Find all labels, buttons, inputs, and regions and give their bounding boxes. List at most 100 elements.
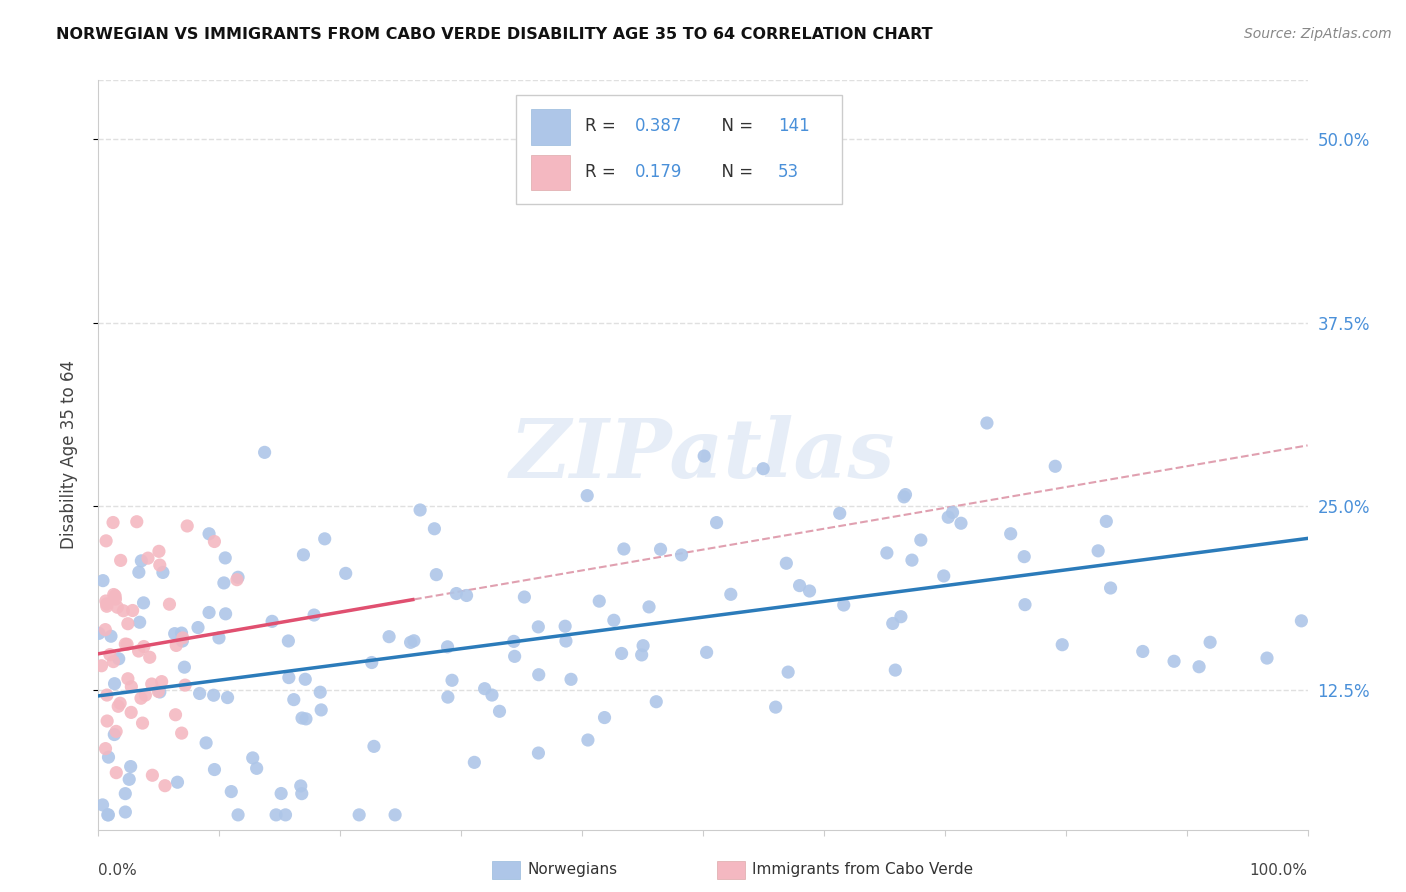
Point [1132,644,1154,658]
Point [166,775,188,789]
FancyBboxPatch shape [516,95,842,204]
Point [202,688,225,702]
Point [290,779,312,793]
Point [90,658,112,673]
Point [136,551,159,566]
Point [114,787,136,801]
Point [302,608,325,623]
Point [149,685,172,699]
Text: NORWEGIAN VS IMMIGRANTS FROM CABO VERDE DISABILITY AGE 35 TO 64 CORRELATION CHAR: NORWEGIAN VS IMMIGRANTS FROM CABO VERDE … [56,27,932,42]
Point [693,449,716,463]
Point [91,797,114,812]
Text: 0.179: 0.179 [636,163,683,181]
Point [488,704,510,718]
Point [409,503,432,517]
Point [610,647,633,661]
Point [120,706,142,720]
Point [314,532,336,546]
Point [283,692,305,706]
Text: R =: R = [585,118,620,136]
Point [631,639,654,653]
Point [706,516,728,530]
Point [105,600,128,615]
Text: 100.0%: 100.0% [1250,863,1308,879]
Point [118,772,141,787]
Text: 53: 53 [778,163,799,181]
Point [1199,635,1222,649]
Point [378,630,401,644]
Point [120,759,142,773]
Point [274,808,297,822]
Text: N =: N = [711,163,759,181]
Point [832,598,855,612]
Point [87,626,110,640]
Text: 0.387: 0.387 [636,118,683,136]
Point [828,506,851,520]
Point [125,515,148,529]
Point [1095,515,1118,529]
Point [1050,638,1073,652]
Point [103,588,125,602]
Point [128,566,150,580]
Point [645,695,668,709]
Point [752,461,775,475]
Point [894,487,917,501]
Point [141,677,163,691]
Point [593,710,616,724]
Point [446,586,468,600]
Point [121,603,143,617]
Point [100,629,122,643]
Point [212,576,235,591]
Point [720,587,742,601]
Point [1163,654,1185,668]
Point [163,626,186,640]
Point [115,637,138,651]
Point [910,533,932,547]
Point [108,696,131,710]
Point [198,606,221,620]
Point [949,516,972,531]
Point [399,635,422,649]
Point [112,604,135,618]
Point [131,554,153,568]
Point [1099,581,1122,595]
Point [671,548,693,562]
Point [165,707,187,722]
Point [103,727,125,741]
Point [165,639,187,653]
Point [253,445,276,459]
Point [104,589,127,603]
Point [463,756,485,770]
Point [941,505,963,519]
Point [882,616,904,631]
Point [932,569,955,583]
Point [170,726,193,740]
Point [890,609,912,624]
Point [402,633,425,648]
Point [936,510,959,524]
Point [105,765,128,780]
Point [96,688,118,702]
Point [107,699,129,714]
Point [214,607,236,621]
Point [436,640,458,654]
Point [502,634,524,648]
Point [114,637,136,651]
Point [138,650,160,665]
Point [1000,526,1022,541]
Point [217,690,239,705]
Point [132,596,155,610]
Point [576,733,599,747]
Point [513,590,536,604]
Bar [531,109,569,145]
Point [295,712,318,726]
Point [195,736,218,750]
Point [202,534,225,549]
Point [141,768,163,782]
Text: 0.0%: 0.0% [98,863,138,879]
Point [360,656,382,670]
Point [554,619,576,633]
Point [98,648,121,662]
Point [696,645,718,659]
Point [134,688,156,702]
